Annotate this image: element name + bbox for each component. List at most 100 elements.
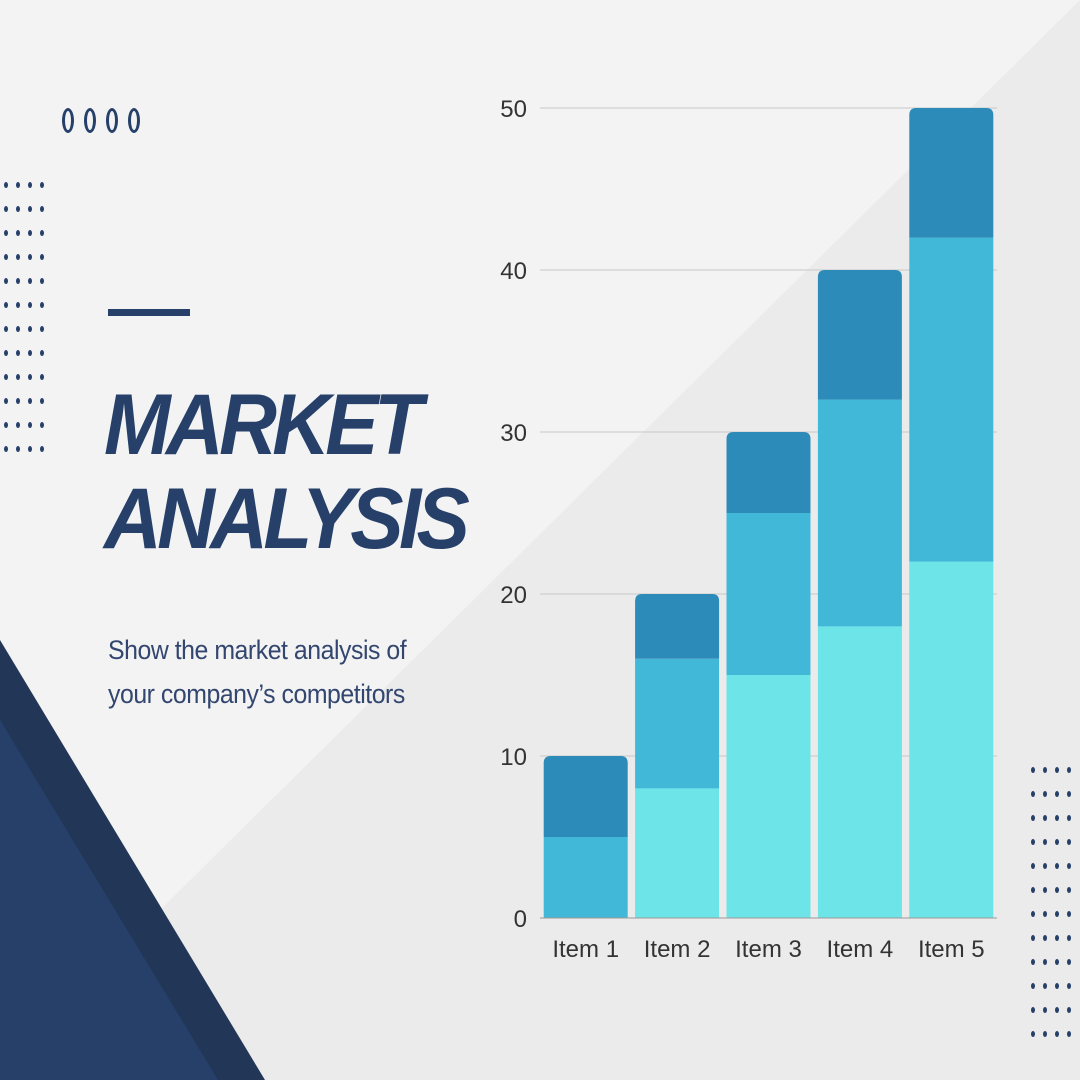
dot bbox=[1043, 767, 1047, 773]
dot bbox=[1055, 1031, 1059, 1037]
y-tick-label: 0 bbox=[514, 906, 527, 933]
dot bbox=[4, 182, 8, 188]
dot bbox=[40, 254, 44, 260]
dot bbox=[1055, 839, 1059, 845]
dot bbox=[16, 398, 20, 404]
bars bbox=[543, 108, 994, 918]
dot bbox=[1043, 935, 1047, 941]
y-tick-label: 20 bbox=[500, 582, 527, 609]
dot bbox=[16, 182, 20, 188]
dot bbox=[1067, 815, 1071, 821]
title-line-1: MARKET bbox=[104, 377, 423, 473]
dot bbox=[40, 446, 44, 452]
dot bbox=[1055, 1007, 1059, 1013]
dot bbox=[1067, 839, 1071, 845]
axes: 0 10 20 30 40 50 Item 1 Item 2 Item 3 Item 4 Item … bbox=[500, 96, 997, 963]
dot bbox=[28, 374, 32, 380]
dot bbox=[16, 254, 20, 260]
decorative-circles bbox=[62, 108, 140, 133]
dot bbox=[4, 326, 8, 332]
dot bbox=[1043, 1007, 1047, 1013]
circle-icon bbox=[128, 108, 140, 133]
dot bbox=[28, 398, 32, 404]
dot bbox=[4, 398, 8, 404]
dot bbox=[1031, 935, 1035, 941]
dot bbox=[1031, 791, 1035, 797]
bar-segment bbox=[817, 626, 902, 918]
dot bbox=[28, 350, 32, 356]
dot bbox=[16, 446, 20, 452]
dot bbox=[40, 230, 44, 236]
dot bbox=[1043, 887, 1047, 893]
dot bbox=[28, 326, 32, 332]
bar-segment bbox=[635, 658, 720, 789]
dot bbox=[1043, 839, 1047, 845]
dot bbox=[4, 206, 8, 212]
dot bbox=[40, 302, 44, 308]
dot bbox=[1055, 791, 1059, 797]
bar-segment bbox=[543, 756, 628, 837]
circle-icon bbox=[84, 108, 96, 133]
dot bbox=[28, 182, 32, 188]
x-tick-label: Item 4 bbox=[827, 936, 894, 963]
circle-icon bbox=[62, 108, 74, 133]
y-tick-label: 50 bbox=[500, 96, 527, 123]
corner-triangle bbox=[0, 720, 218, 1080]
dot bbox=[4, 446, 8, 452]
dot bbox=[28, 446, 32, 452]
dot bbox=[1067, 959, 1071, 965]
bar-segment bbox=[635, 788, 720, 918]
dot bbox=[1031, 983, 1035, 989]
x-tick-label: Item 1 bbox=[552, 936, 619, 963]
dot bbox=[4, 350, 8, 356]
dot bbox=[40, 374, 44, 380]
dot bbox=[1043, 815, 1047, 821]
dot bbox=[4, 302, 8, 308]
subtitle: Show the market analysis of your company… bbox=[108, 635, 407, 709]
dot bbox=[4, 230, 8, 236]
dot bbox=[1031, 1031, 1035, 1037]
dot bbox=[1043, 1031, 1047, 1037]
dot bbox=[1043, 863, 1047, 869]
bar-segment bbox=[635, 594, 720, 659]
dot bbox=[1055, 911, 1059, 917]
dot bbox=[16, 206, 20, 212]
dot bbox=[28, 230, 32, 236]
dot bbox=[40, 326, 44, 332]
dot bbox=[28, 302, 32, 308]
dot bbox=[1055, 767, 1059, 773]
dot bbox=[4, 422, 8, 428]
dot bbox=[16, 302, 20, 308]
dot bbox=[4, 374, 8, 380]
circle-icon bbox=[106, 108, 118, 133]
dot bbox=[1067, 1007, 1071, 1013]
dot bbox=[1031, 1007, 1035, 1013]
dot bbox=[16, 422, 20, 428]
dot bbox=[1055, 983, 1059, 989]
dot bbox=[1031, 767, 1035, 773]
dot bbox=[1031, 863, 1035, 869]
dot bbox=[1031, 959, 1035, 965]
title-line-2: ANALYSIS bbox=[104, 471, 470, 567]
dot bbox=[16, 230, 20, 236]
dot bbox=[16, 350, 20, 356]
y-tick-label: 30 bbox=[500, 420, 527, 447]
dot bbox=[1055, 863, 1059, 869]
dot bbox=[1067, 887, 1071, 893]
dot bbox=[1067, 791, 1071, 797]
dot bbox=[16, 374, 20, 380]
dot bbox=[1055, 935, 1059, 941]
bar-segment bbox=[909, 561, 994, 918]
bar-segment bbox=[543, 837, 628, 918]
dot bbox=[1067, 911, 1071, 917]
bar-segment bbox=[726, 675, 811, 918]
dot bbox=[1043, 983, 1047, 989]
bar-segment bbox=[909, 237, 994, 562]
bar-segment bbox=[817, 270, 902, 400]
dot bbox=[1055, 959, 1059, 965]
dot bbox=[1067, 863, 1071, 869]
bar-segment bbox=[909, 108, 994, 238]
dot bbox=[28, 422, 32, 428]
